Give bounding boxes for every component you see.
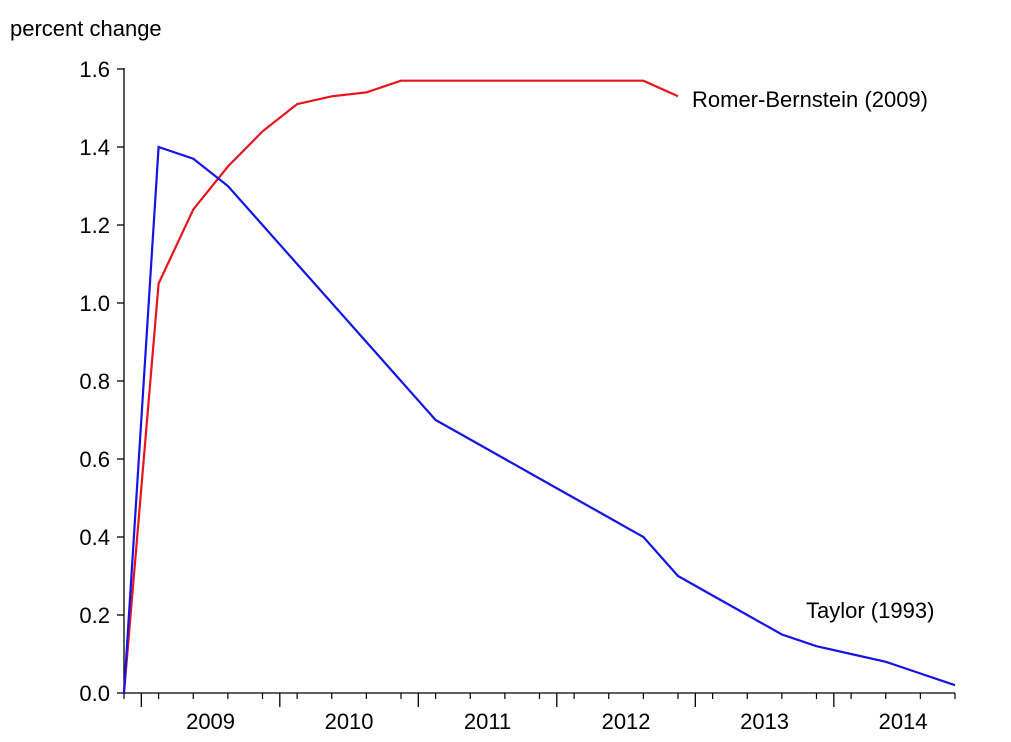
series-line-taylor-1993 [122,145,956,694]
series-lines [122,79,956,694]
series-label-taylor: Taylor (1993) [806,598,934,623]
y-tick-label: 0.2 [79,603,110,628]
y-axis-label: percent change [10,16,162,41]
y-tick-label: 1.6 [79,57,110,82]
series-labels: Romer-Bernstein (2009) Taylor (1993) [692,87,934,623]
y-axis-ticks: 0.0 0.2 0.4 0.6 0.8 1.0 1.2 1.4 1.6 [79,57,124,706]
x-axis-ticks: 2009 2010 2011 2012 2013 2014 [123,693,956,734]
y-tick-label: 1.2 [79,213,110,238]
y-tick-label: 0.6 [79,447,110,472]
series-line-romer-bernstein-2009 [122,79,679,694]
y-tick-label: 0.0 [79,681,110,706]
x-tick-label: 2013 [740,709,789,734]
y-tick-label: 1.0 [79,291,110,316]
x-tick-label: 2010 [325,709,374,734]
x-tick-label: 2014 [879,709,928,734]
x-tick-label: 2011 [464,709,511,734]
y-tick-label: 0.8 [79,369,110,394]
x-tick-label: 2012 [602,709,651,734]
x-tick-label: 2009 [186,709,235,734]
series-label-romer-bernstein: Romer-Bernstein (2009) [692,87,928,112]
y-tick-label: 1.4 [79,135,110,160]
y-tick-label: 0.4 [79,525,110,550]
